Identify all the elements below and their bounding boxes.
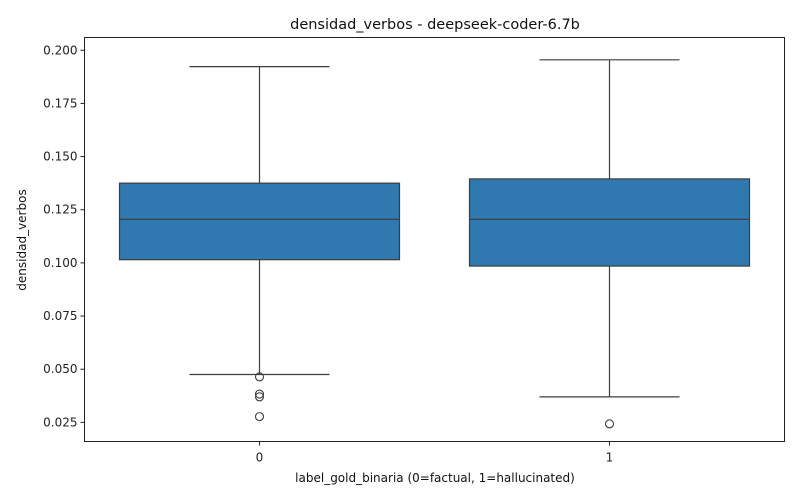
plot-frame — [84, 37, 785, 442]
x-axis-label: label_gold_binaria (0=factual, 1=halluci… — [295, 471, 575, 485]
box-group-0 — [118, 66, 401, 422]
outlier-point — [254, 412, 265, 422]
y-tick-label: 0.100 — [43, 256, 77, 270]
y-axis-label: densidad_verbos — [15, 189, 29, 290]
outlier-point — [254, 392, 265, 402]
y-tick-label: 0.125 — [43, 203, 77, 217]
y-tick-label: 0.200 — [43, 43, 77, 57]
iqr-box — [468, 178, 751, 267]
y-tick-label: 0.025 — [43, 415, 77, 429]
y-tick-label: 0.075 — [43, 309, 77, 323]
x-tick-label: 0 — [256, 451, 264, 465]
x-tick-label: 1 — [606, 451, 614, 465]
y-tick-label: 0.150 — [43, 150, 77, 164]
y-axis: 0.025 0.050 0.075 0.100 0.125 0.150 0.175 0.200 — [43, 43, 85, 429]
y-tick-label: 0.175 — [43, 96, 77, 110]
outlier-point — [604, 419, 615, 429]
plot-area — [118, 59, 751, 429]
chart-title: densidad_verbos - deepseek-coder-6.7b — [290, 17, 580, 33]
y-tick-label: 0.050 — [43, 362, 77, 376]
outlier-point — [254, 372, 265, 382]
box-group-1 — [468, 59, 751, 429]
outlier-point — [254, 389, 265, 399]
iqr-box — [118, 182, 401, 261]
